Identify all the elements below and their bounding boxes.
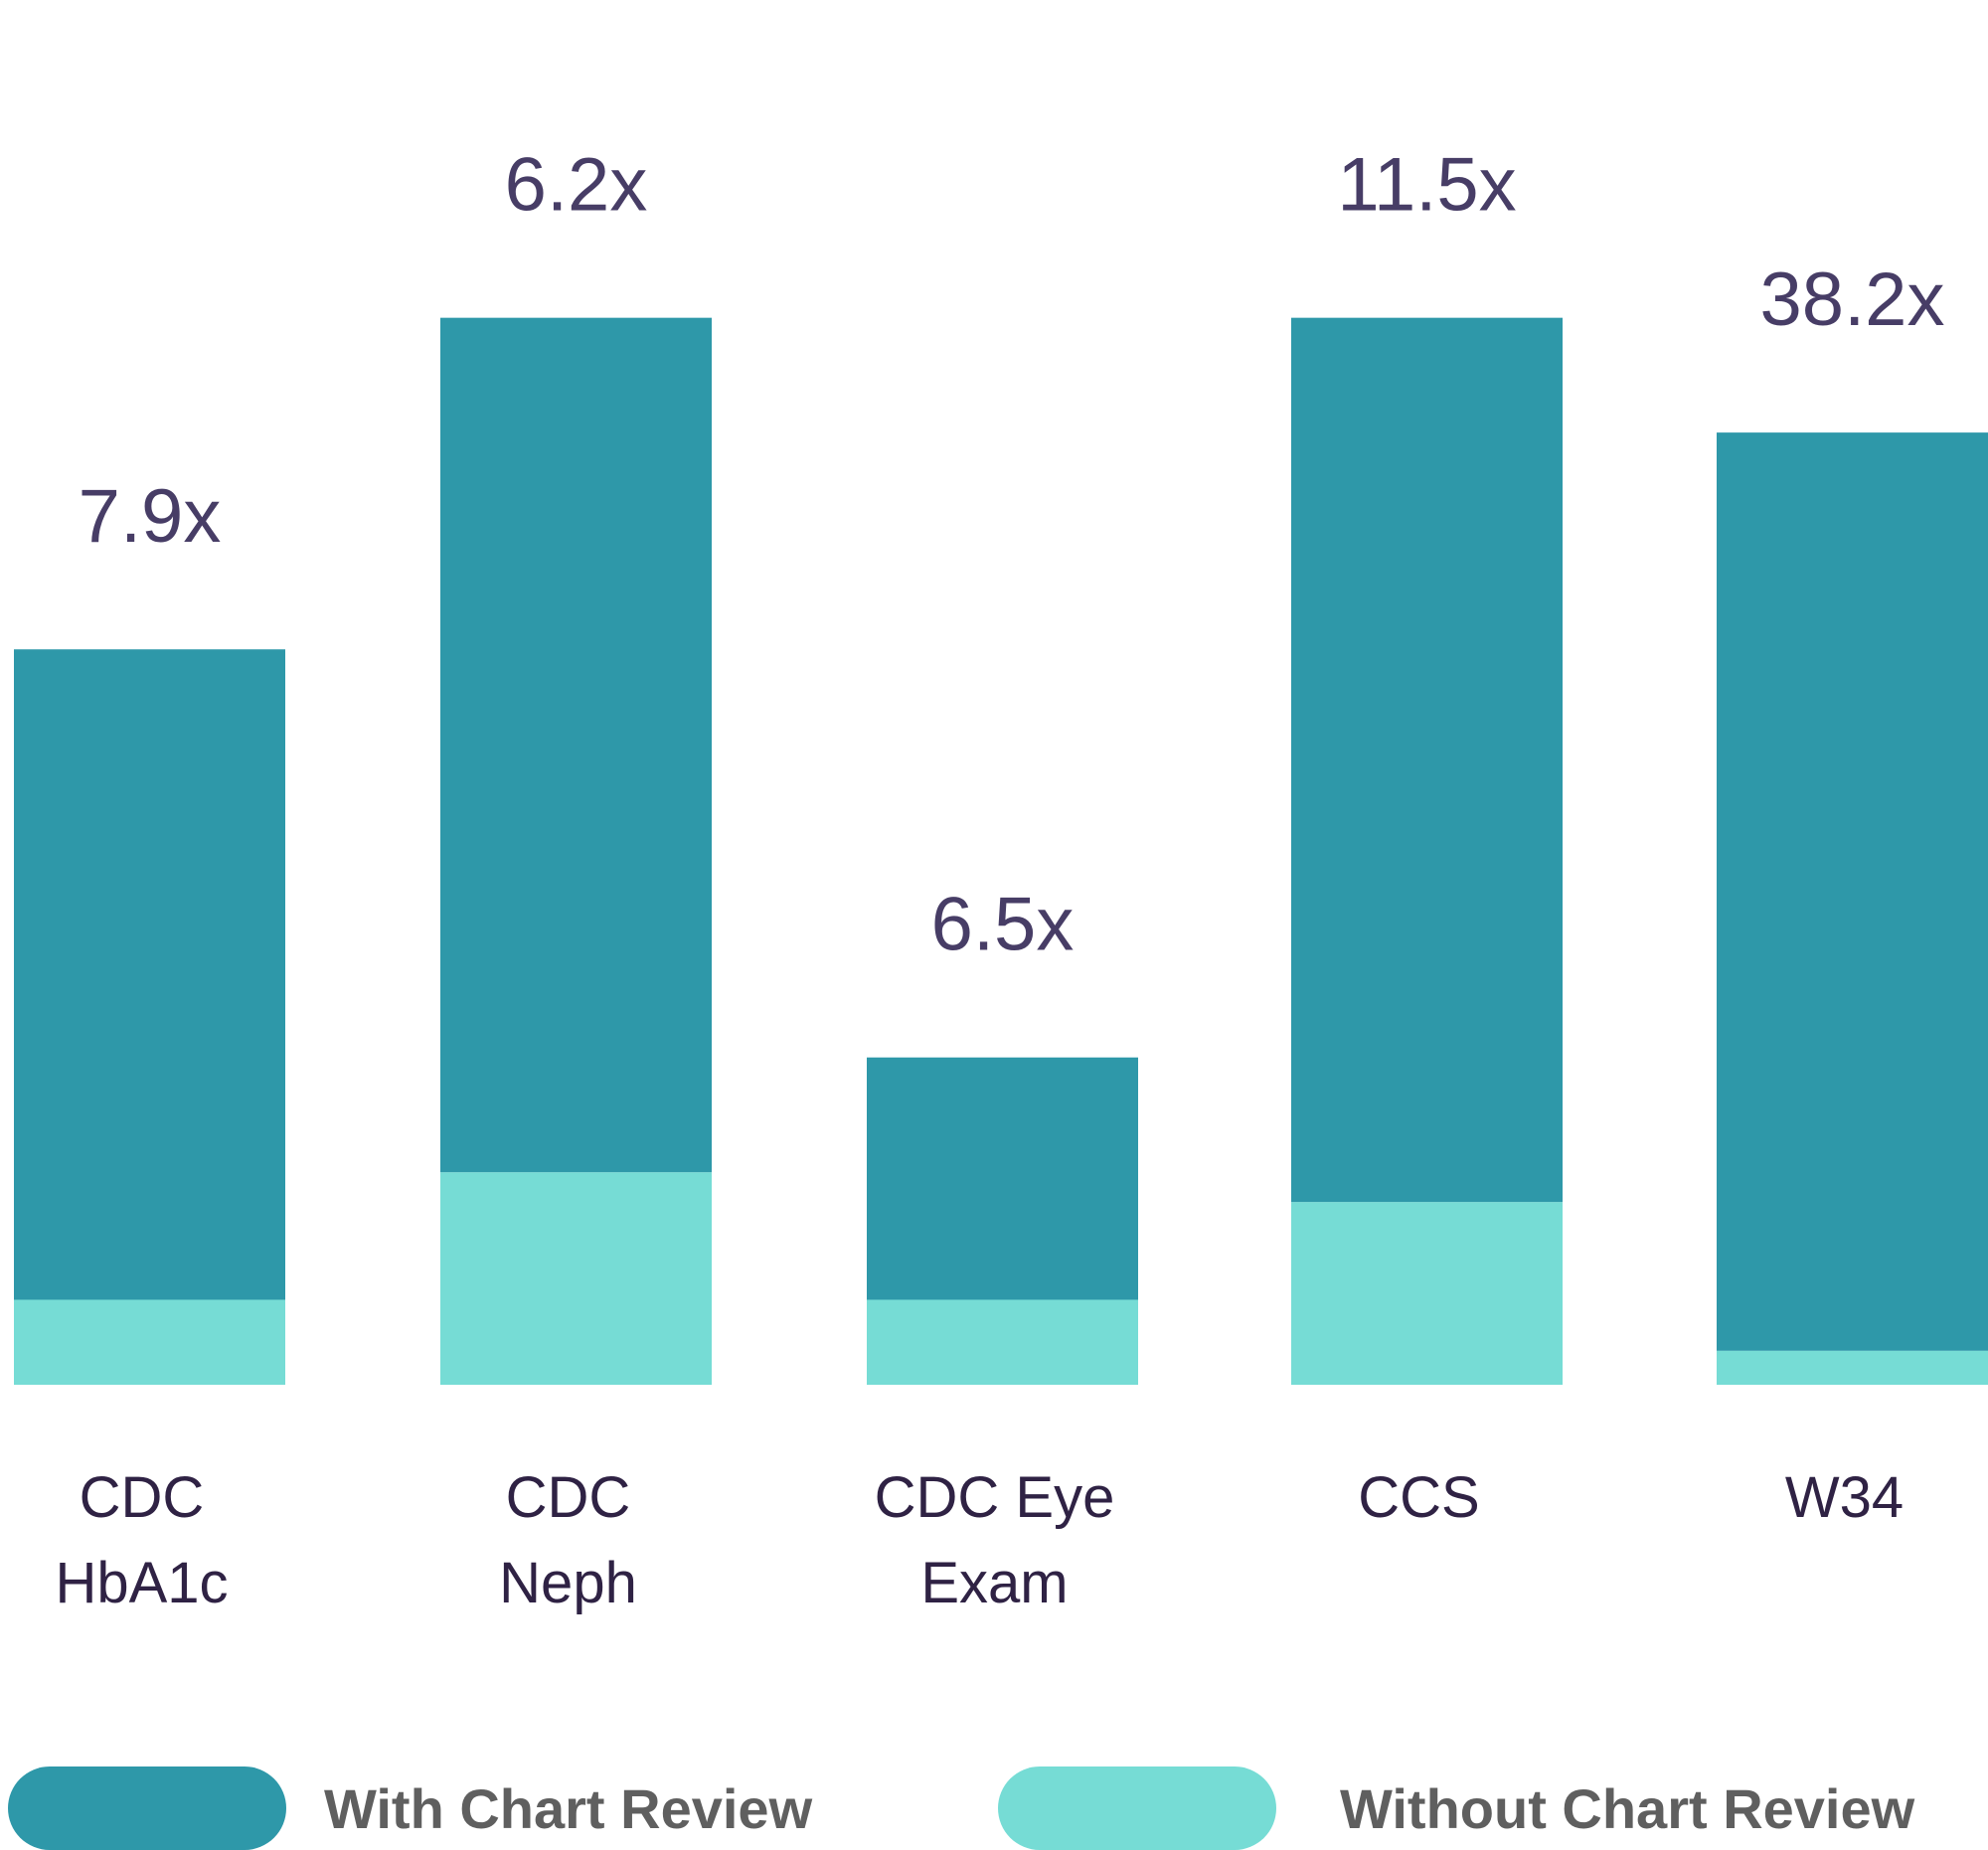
legend: With Chart Review Without Chart Review bbox=[0, 1766, 1988, 1850]
category-label-0-line-1: HbA1c bbox=[55, 1551, 228, 1615]
category-label-1-line-1: Neph bbox=[499, 1551, 637, 1615]
legend-swatch-without bbox=[998, 1766, 1276, 1850]
category-label-2-line-0: CDC Eye bbox=[875, 1465, 1115, 1530]
bar-segment-with-chart-review-3 bbox=[1291, 317, 1563, 1203]
category-label-2-line-1: Exam bbox=[920, 1551, 1068, 1615]
legend-item-with-chart-review: With Chart Review bbox=[8, 1766, 812, 1850]
bar-ratio-label-2: 6.5x bbox=[931, 883, 1075, 967]
category-label-1-line-0: CDC bbox=[506, 1465, 631, 1530]
bar-segment-without-chart-review-2 bbox=[867, 1299, 1138, 1385]
bar-segment-with-chart-review-1 bbox=[440, 317, 712, 1173]
bar-ratio-label-4: 38.2x bbox=[1760, 257, 1945, 342]
category-labels-group: CDC HbA1c CDC Neph CDC Eye Exam CCS W34 bbox=[55, 1465, 1904, 1615]
bars-group bbox=[14, 317, 1988, 1385]
bar-segment-without-chart-review-0 bbox=[14, 1299, 285, 1385]
bar-segment-with-chart-review-4 bbox=[1717, 432, 1988, 1351]
bar-segment-without-chart-review-1 bbox=[440, 1172, 712, 1385]
legend-label-without: Without Chart Review bbox=[1340, 1776, 1915, 1840]
bar-ratio-label-0: 7.9x bbox=[79, 474, 222, 559]
bar-segment-without-chart-review-3 bbox=[1291, 1202, 1563, 1385]
legend-item-without-chart-review: Without Chart Review bbox=[998, 1766, 1914, 1850]
bar-segment-with-chart-review-0 bbox=[14, 649, 285, 1300]
bar-segment-without-chart-review-4 bbox=[1717, 1350, 1988, 1385]
category-label-0-line-0: CDC bbox=[80, 1465, 205, 1530]
legend-swatch-with bbox=[8, 1766, 286, 1850]
category-label-4-line-0: W34 bbox=[1785, 1465, 1904, 1530]
ratio-labels-group: 7.9x 6.2x 6.5x 11.5x 38.2x bbox=[79, 143, 1945, 967]
bar-ratio-label-1: 6.2x bbox=[505, 143, 648, 228]
bar-segment-with-chart-review-2 bbox=[867, 1057, 1138, 1300]
bar-ratio-label-3: 11.5x bbox=[1337, 143, 1516, 228]
legend-label-with: With Chart Review bbox=[324, 1776, 813, 1840]
category-label-3-line-0: CCS bbox=[1358, 1465, 1479, 1530]
